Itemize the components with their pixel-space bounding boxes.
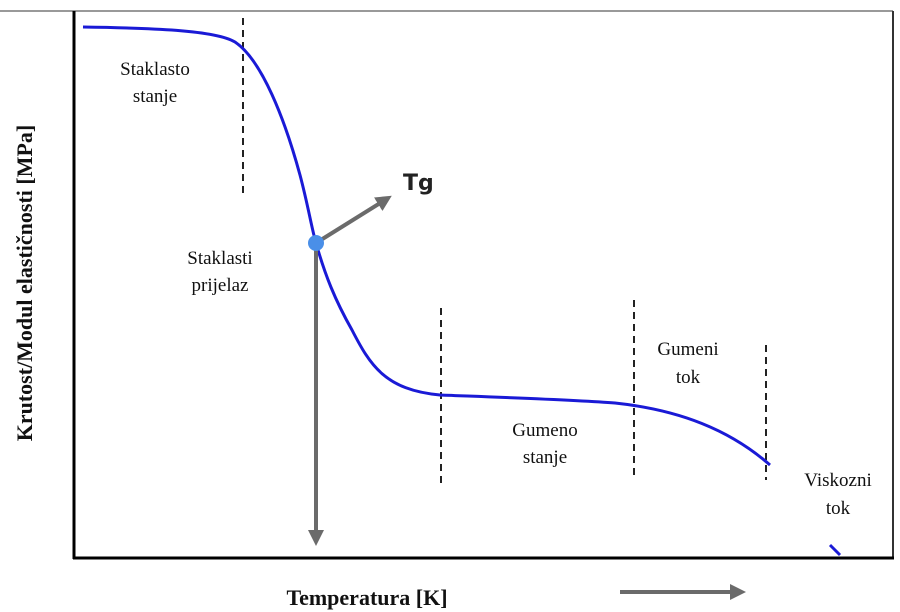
- region-label: Gumeno: [512, 420, 577, 441]
- tg-point: [308, 235, 324, 251]
- x-axis-label: Temperatura [K]: [286, 585, 447, 610]
- region-label: tok: [676, 367, 701, 388]
- region-label: stanje: [523, 447, 567, 468]
- region-label: Viskozni: [804, 470, 871, 491]
- modulus-curve: [82, 25, 771, 467]
- curve-tail: [828, 543, 842, 557]
- region-label: Staklasto: [120, 59, 190, 80]
- region-label: prijelaz: [192, 275, 249, 296]
- region-label: Gumeni: [657, 339, 718, 360]
- region-label: stanje: [133, 86, 177, 107]
- tg-arrow: [314, 195, 392, 245]
- tg-label: Tg: [403, 171, 434, 196]
- y-axis-label: Krutost/Modul elastičnosti [MPa]: [12, 125, 37, 442]
- region-label: tok: [826, 498, 851, 519]
- region-label: Staklasti: [187, 248, 252, 269]
